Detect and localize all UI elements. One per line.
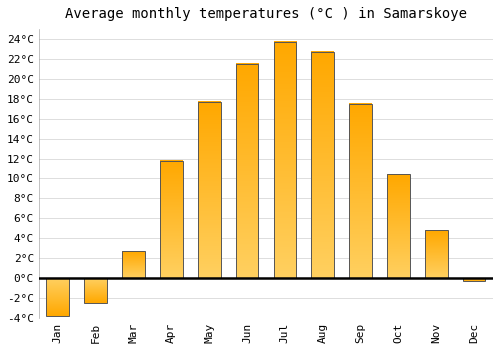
Bar xyxy=(349,104,372,278)
Bar xyxy=(198,102,220,278)
Bar xyxy=(274,42,296,278)
Bar xyxy=(463,278,485,281)
Bar xyxy=(425,230,448,278)
Bar xyxy=(236,64,258,278)
Bar xyxy=(46,278,69,316)
Bar xyxy=(84,278,107,303)
Title: Average monthly temperatures (°C ) in Samarskoye: Average monthly temperatures (°C ) in Sa… xyxy=(65,7,467,21)
Bar xyxy=(312,52,334,278)
Bar xyxy=(122,251,145,278)
Bar xyxy=(387,175,410,278)
Bar xyxy=(160,161,182,278)
